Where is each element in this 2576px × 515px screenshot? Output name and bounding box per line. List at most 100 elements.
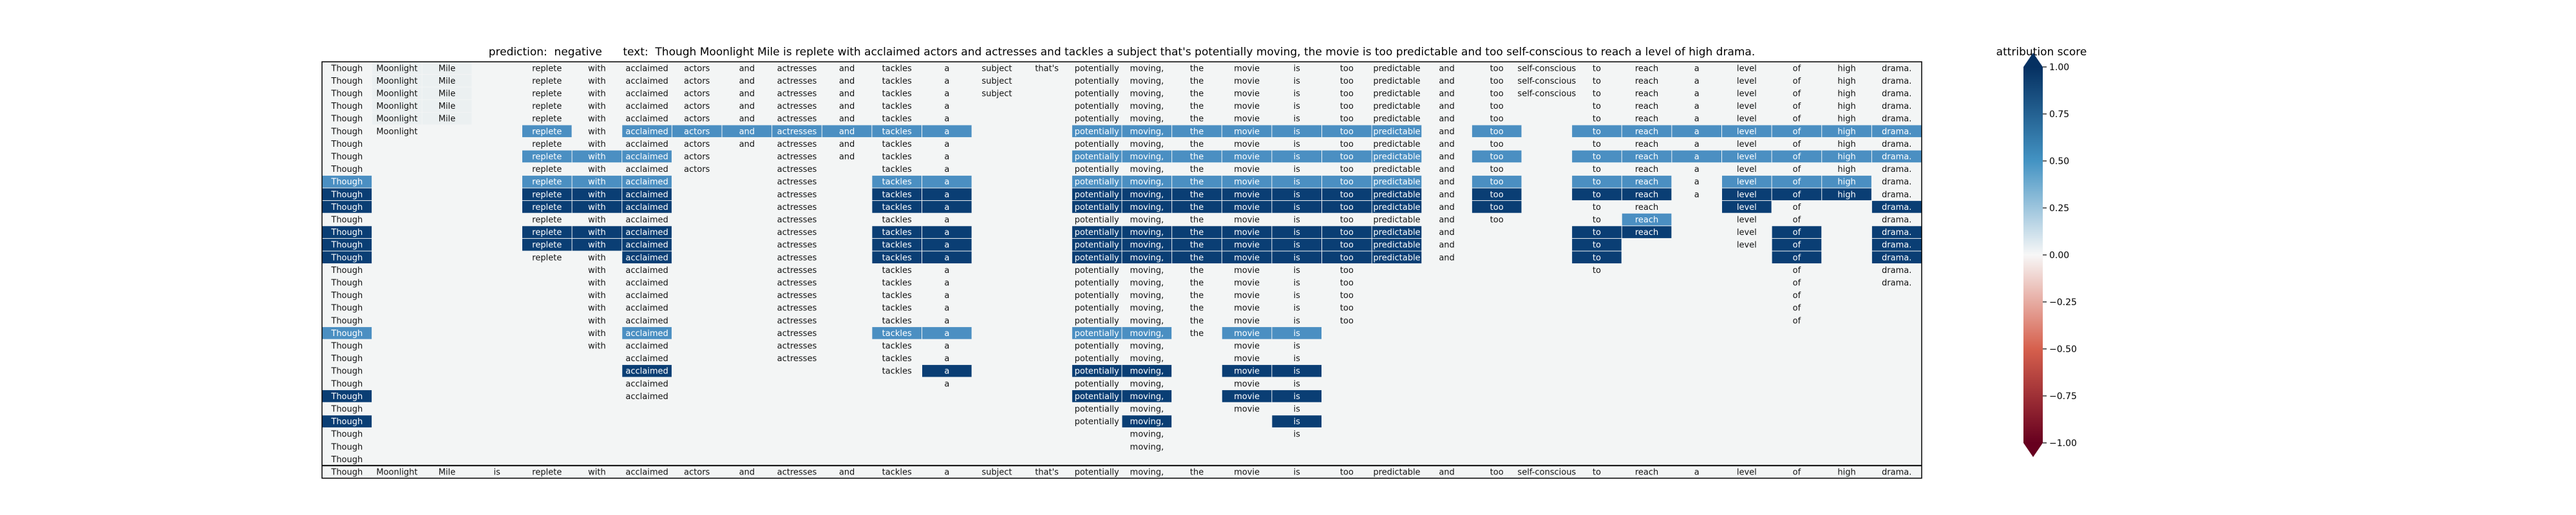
heatmap-cell — [1871, 125, 1922, 138]
token-label: the — [1190, 266, 1204, 276]
heatmap-cell — [1322, 188, 1372, 201]
token-label: high — [1837, 153, 1855, 162]
heatmap-cell — [322, 238, 372, 251]
final-row-token: actors — [684, 468, 710, 478]
token-label: to — [1593, 178, 1601, 187]
heatmap-cell — [1272, 238, 1321, 251]
token-label: acclaimed — [625, 178, 668, 187]
heatmap-cell — [922, 188, 972, 201]
token-label: and — [739, 102, 755, 111]
heatmap-cell — [1172, 251, 1222, 264]
token-label: a — [944, 190, 949, 200]
token-label: a — [944, 329, 949, 339]
token-label: a — [1694, 178, 1700, 187]
heatmap-cell — [1322, 125, 1372, 138]
token-label: and — [1439, 102, 1454, 111]
token-label: the — [1190, 178, 1204, 187]
token-label: is — [1293, 430, 1300, 440]
token-label: replete — [532, 228, 562, 238]
heatmap-cell — [1871, 150, 1922, 163]
token-label: of — [1793, 203, 1801, 212]
token-label: with — [588, 266, 606, 276]
token-label: moving, — [1130, 329, 1164, 339]
heatmap-cell — [1222, 364, 1272, 377]
token-label: moving, — [1130, 115, 1164, 124]
token-label: movie — [1234, 316, 1260, 326]
colorbar-tick-label: 0.00 — [2049, 250, 2069, 261]
token-label: of — [1793, 316, 1801, 326]
token-label: actresses — [777, 241, 817, 250]
token-label: is — [1293, 405, 1300, 415]
token-label: a — [1694, 102, 1700, 111]
token-label: too — [1340, 153, 1354, 162]
heatmap-cell — [1772, 238, 1822, 251]
heatmap-cell — [1722, 175, 1772, 188]
final-row-token: is — [493, 468, 500, 478]
heatmap-cell — [372, 100, 422, 112]
token-label: acclaimed — [625, 279, 668, 288]
heatmap-cell — [1072, 238, 1122, 251]
final-row-token: Mile — [439, 468, 455, 478]
heatmap-cell — [522, 125, 572, 138]
token-label: a — [1694, 89, 1700, 99]
token-label: replete — [532, 77, 562, 86]
heatmap-cell — [1871, 238, 1922, 251]
token-label: Though — [330, 77, 363, 86]
final-row-token: movie — [1234, 468, 1260, 478]
final-row-token: self-conscious — [1517, 468, 1576, 478]
heatmap-cell — [372, 87, 422, 100]
token-label: of — [1793, 228, 1801, 238]
token-label: actresses — [777, 279, 817, 288]
token-label: is — [1293, 329, 1300, 339]
token-label: is — [1293, 379, 1300, 389]
token-label: high — [1837, 140, 1855, 149]
token-label: too — [1340, 253, 1354, 263]
token-label: a — [944, 115, 949, 124]
token-label: actors — [684, 115, 710, 124]
token-label: actresses — [777, 165, 817, 174]
token-label: Though — [330, 455, 363, 465]
token-label: moving, — [1130, 203, 1164, 212]
token-label: moving, — [1130, 442, 1164, 452]
token-label: acclaimed — [625, 153, 668, 162]
token-label: level — [1737, 140, 1757, 149]
heatmap-cell — [1322, 175, 1372, 188]
token-label: and — [1439, 228, 1454, 238]
token-label: the — [1190, 190, 1204, 200]
final-row-token: a — [1694, 468, 1700, 478]
token-label: reach — [1635, 153, 1658, 162]
token-label: is — [1293, 102, 1300, 111]
token-label: moving, — [1130, 367, 1164, 377]
token-label: drama. — [1882, 266, 1911, 276]
token-label: movie — [1234, 304, 1260, 314]
token-label: the — [1190, 279, 1204, 288]
token-label: too — [1340, 266, 1354, 276]
token-label: potentially — [1075, 115, 1119, 124]
token-label: too — [1340, 203, 1354, 212]
token-label: predictable — [1373, 115, 1420, 124]
final-row-token: predictable — [1373, 468, 1420, 478]
heatmap-cell — [1572, 125, 1622, 138]
token-label: actresses — [777, 140, 817, 149]
token-label: to — [1593, 77, 1601, 86]
heatmap-cell — [622, 226, 672, 238]
heatmap-cell — [1172, 150, 1222, 163]
token-label: actresses — [777, 115, 817, 124]
token-label: is — [1293, 153, 1300, 162]
token-label: moving, — [1130, 140, 1164, 149]
token-label: of — [1793, 165, 1801, 174]
token-label: acclaimed — [625, 228, 668, 238]
token-label: acclaimed — [625, 266, 668, 276]
token-label: drama. — [1882, 203, 1911, 212]
token-label: to — [1593, 165, 1601, 174]
token-label: too — [1340, 77, 1354, 86]
token-label: with — [588, 165, 606, 174]
heatmap-cell — [1222, 327, 1272, 339]
token-label: is — [1293, 140, 1300, 149]
token-label: a — [944, 89, 949, 99]
heatmap-cell — [322, 226, 372, 238]
token-label: potentially — [1075, 392, 1119, 402]
heatmap-cell — [1222, 201, 1272, 213]
heatmap-cell — [422, 75, 472, 87]
token-label: movie — [1234, 279, 1260, 288]
